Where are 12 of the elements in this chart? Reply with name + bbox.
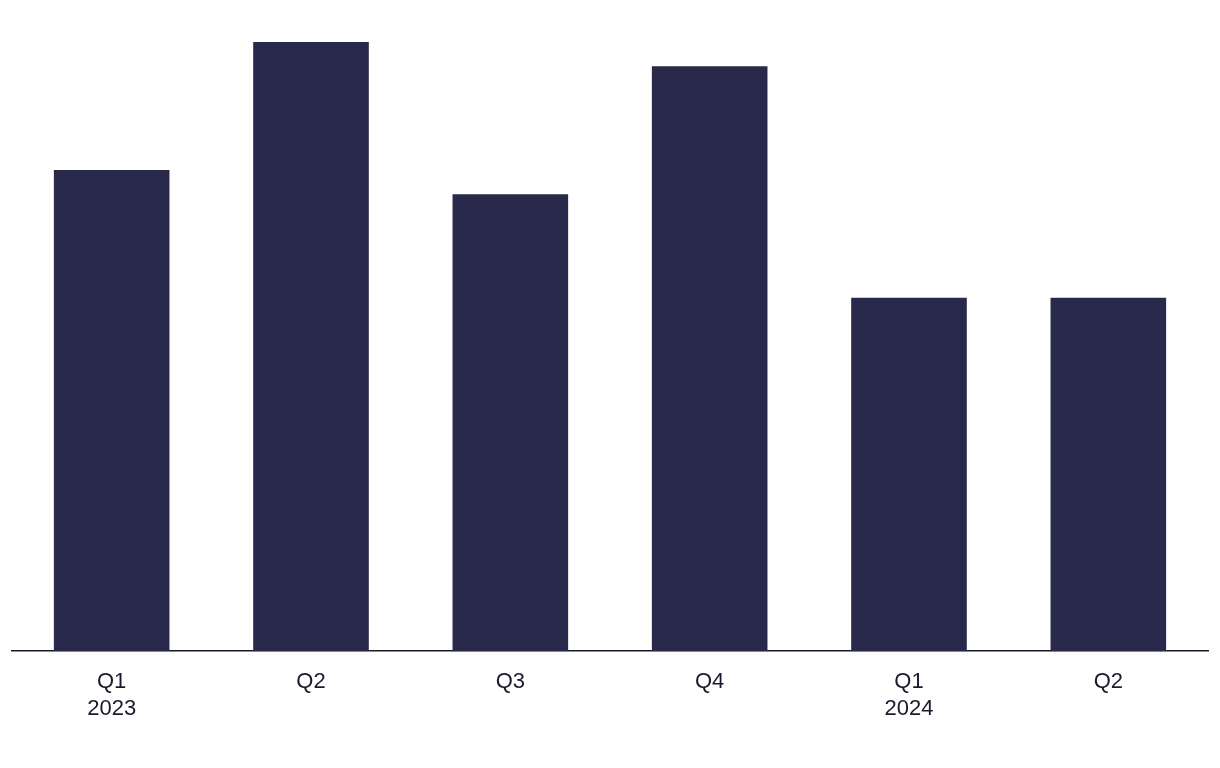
bar	[53, 169, 170, 652]
bar	[253, 42, 369, 652]
bar	[1050, 297, 1167, 652]
x-tick-label: Q4	[694, 668, 725, 694]
bar	[452, 194, 569, 652]
x-tick-label: Q2	[296, 668, 326, 694]
bar	[651, 66, 768, 652]
x-tick-label: Q1 2024	[884, 668, 934, 720]
x-tick-label: Q1 2023	[87, 668, 137, 720]
x-tick-label: Q3	[495, 668, 526, 694]
x-tick-label: Q2	[1093, 668, 1124, 694]
bar	[851, 297, 967, 652]
